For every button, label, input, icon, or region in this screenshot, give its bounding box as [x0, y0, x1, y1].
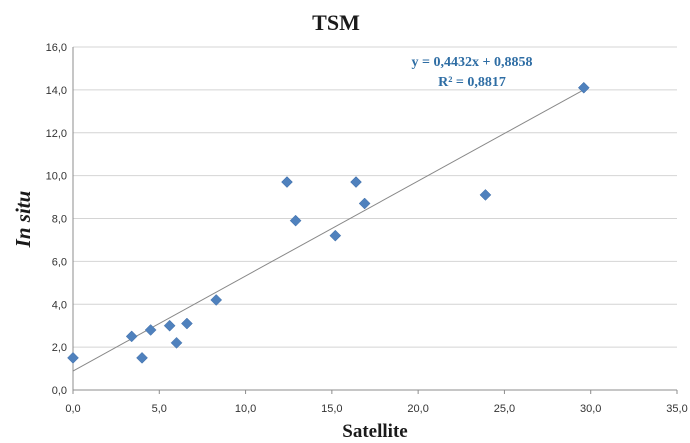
- data-point: [125, 330, 138, 343]
- data-point: [170, 336, 183, 349]
- data-point: [358, 197, 371, 210]
- y-tick-label: 14,0: [46, 85, 67, 97]
- x-tick-label: 35,0: [666, 403, 687, 415]
- data-points: [67, 81, 590, 364]
- y-tick-label: 0,0: [52, 385, 67, 397]
- y-tick-label: 12,0: [46, 128, 67, 140]
- data-point: [210, 294, 223, 306]
- y-tick-label: 16,0: [46, 42, 67, 54]
- data-point: [163, 319, 176, 332]
- x-tick-label: 0,0: [65, 403, 80, 415]
- data-point: [144, 324, 157, 336]
- x-tick-label: 5,0: [152, 403, 167, 415]
- data-point: [181, 317, 193, 330]
- data-point: [577, 81, 590, 94]
- y-tick-label: 8,0: [52, 214, 67, 226]
- x-tick-label: 30,0: [580, 403, 601, 415]
- y-tick-label: 4,0: [52, 299, 67, 311]
- data-point: [67, 351, 79, 364]
- gridlines: [73, 46, 677, 348]
- data-point: [136, 351, 148, 364]
- data-point: [350, 176, 362, 188]
- trendline: [72, 89, 585, 372]
- y-tick-label: 10,0: [46, 171, 67, 183]
- chart-title: TSM: [312, 10, 360, 35]
- trendline-equation: y = 0,4432x + 0,8858: [412, 55, 533, 70]
- r-squared-label: R² = 0,8817: [438, 75, 506, 90]
- y-tick-label: 6,0: [52, 256, 67, 268]
- data-point: [281, 176, 293, 188]
- x-tick-label: 15,0: [321, 403, 342, 415]
- x-tick-label: 20,0: [407, 403, 428, 415]
- trendline-group: [72, 89, 585, 372]
- x-tick-labels: 0,0 5,0 10,0 15,0 20,0 25,0 30,0 35,0: [65, 403, 687, 415]
- y-axis-label: In situ: [11, 191, 35, 249]
- y-tick-labels: 0,0 2,0 4,0 6,0 8,0 10,0 12,0 14,0 16,0: [46, 42, 67, 397]
- axes: [72, 47, 678, 394]
- y-tick-label: 2,0: [52, 342, 67, 354]
- data-point: [329, 229, 342, 242]
- data-point: [479, 189, 492, 201]
- x-tick-label: 10,0: [235, 403, 256, 415]
- data-point: [289, 214, 302, 227]
- x-axis-label: Satellite: [342, 421, 407, 442]
- x-tick-label: 25,0: [494, 403, 515, 415]
